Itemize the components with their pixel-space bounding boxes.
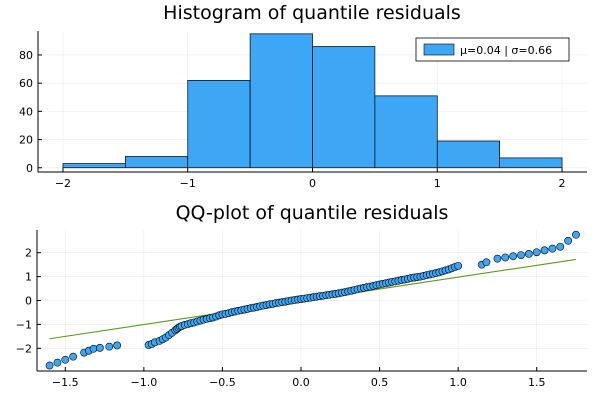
qq-point-120 — [548, 244, 557, 253]
histogram-bar-7 — [499, 157, 563, 169]
qq-x-tick-label: −0.5 — [209, 376, 236, 389]
qq-x-tick-label: 1.0 — [449, 376, 467, 389]
qq-point-0 — [45, 361, 54, 370]
qq-y-tick-label: 0 — [25, 295, 32, 308]
qq-point-114 — [501, 253, 510, 262]
qq-y-tick-label: 2 — [25, 247, 32, 260]
histogram-x-tick-label: 2 — [559, 177, 566, 190]
qq-y-tick-label: −2 — [16, 342, 32, 355]
qq-point-122 — [564, 236, 573, 245]
legend-swatch — [423, 43, 455, 56]
histogram-bar-6 — [436, 140, 501, 169]
qq-x-tick-label: 0.0 — [292, 376, 310, 389]
qq-point-3 — [69, 352, 78, 361]
qq-point-117 — [524, 249, 533, 258]
qq-point-110 — [454, 261, 463, 270]
qq-point-123 — [572, 230, 580, 239]
histogram-bar-5 — [374, 95, 438, 169]
qq-point-118 — [532, 248, 541, 257]
histogram-bar-4 — [312, 46, 376, 169]
qq-y-tick-label: −1 — [16, 318, 32, 331]
histogram-axes — [37, 31, 587, 173]
qq-plot-panel: QQ-plot of quantile residuals −1.5 −1.0 −0… — [16, 202, 587, 389]
qq-point-116 — [517, 251, 525, 259]
histogram-bars — [62, 33, 563, 169]
qq-point-113 — [493, 254, 502, 263]
qq-x-tick-label: −1.0 — [130, 376, 157, 389]
histogram-x-tick-label: 1 — [434, 177, 441, 190]
qq-x-tick-label: 0.5 — [371, 376, 389, 389]
histogram-y-tick-label: 60 — [19, 77, 33, 90]
histogram-bar-3 — [249, 33, 313, 169]
histogram-title: Histogram of quantile residuals — [163, 2, 461, 24]
legend-label: μ=0.04 | σ=0.66 — [460, 44, 552, 57]
histogram-x-tick-label: −1 — [180, 177, 196, 190]
qq-plot-axes — [36, 230, 587, 372]
qq-point-7 — [95, 343, 104, 352]
qq-x-tick-label: −1.5 — [52, 376, 79, 389]
qq-point-8 — [105, 342, 114, 351]
histogram-legend: μ=0.04 | σ=0.66 — [415, 37, 570, 62]
histogram-y-tick-label: 40 — [19, 105, 33, 118]
qq-plot-tick-labels: −1.5 −1.0 −0.5 0.0 0.5 1.0 1.5 −2 −1 0 1 2 — [16, 247, 546, 389]
qq-x-tick-label: 1.5 — [528, 376, 546, 389]
qq-plot-title: QQ-plot of quantile residuals — [176, 202, 449, 224]
qq-point-9 — [113, 341, 122, 350]
histogram-x-tick-label: −2 — [55, 177, 71, 190]
histogram-y-tick-label: 80 — [19, 49, 33, 62]
histogram-y-tick-label: 0 — [26, 162, 33, 175]
qq-y-tick-label: 1 — [25, 271, 32, 284]
qq-point-115 — [509, 252, 518, 261]
qq-point-2 — [61, 355, 70, 364]
histogram-bar-0 — [62, 163, 126, 169]
qq-point-119 — [540, 246, 549, 255]
qq-point-1 — [53, 358, 62, 367]
qq-point-112 — [482, 258, 491, 267]
histogram-panel: Histogram of quantile residuals −2 −1 0 1 20… — [19, 2, 587, 190]
qq-points — [45, 230, 580, 370]
histogram-bar-1 — [124, 156, 189, 169]
histogram-x-tick-label: 0 — [309, 177, 316, 190]
histogram-bar-2 — [187, 79, 251, 169]
qq-point-121 — [556, 242, 565, 251]
histogram-y-tick-label: 20 — [19, 134, 33, 147]
